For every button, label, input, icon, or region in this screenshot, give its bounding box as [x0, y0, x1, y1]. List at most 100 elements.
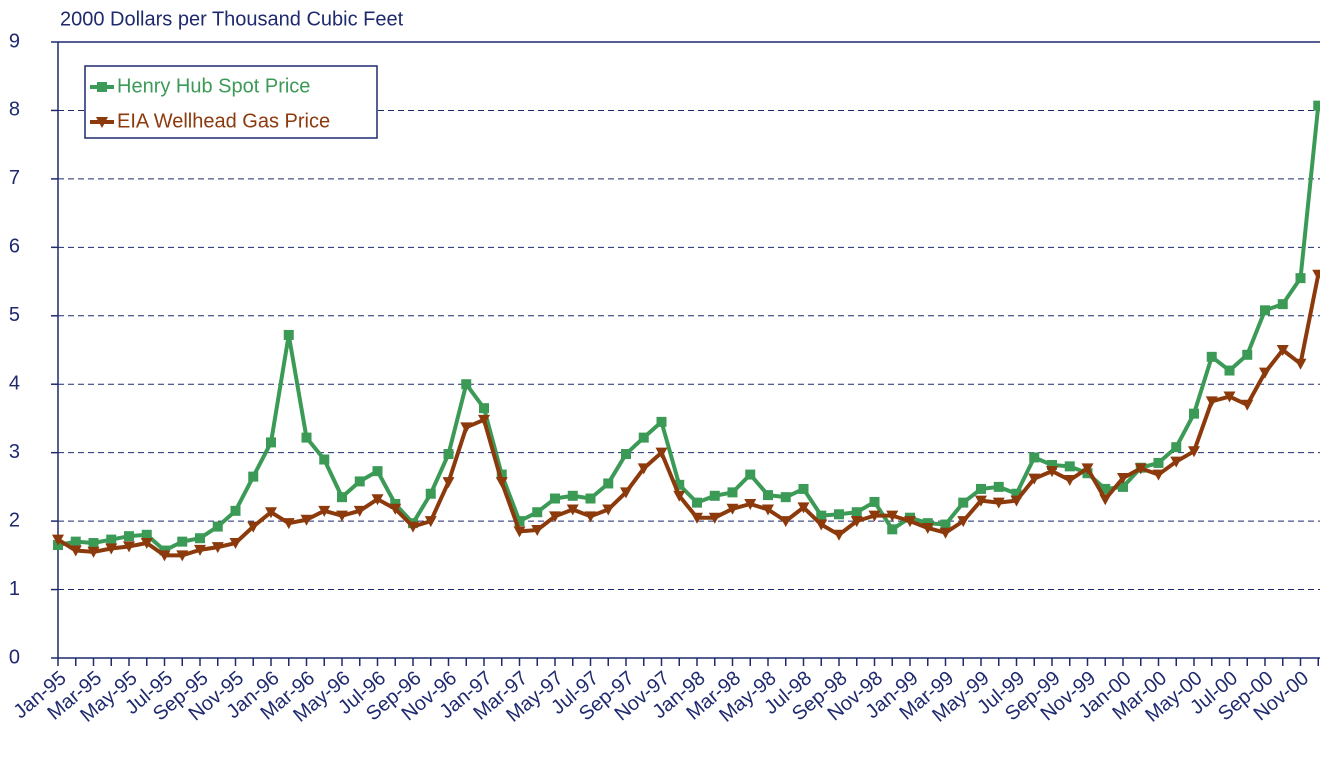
data-point — [496, 469, 507, 480]
data-point — [1046, 466, 1058, 478]
data-point — [319, 454, 330, 465]
data-point — [1099, 494, 1112, 506]
data-point — [443, 449, 454, 460]
y-tick-label: 9 — [9, 30, 20, 52]
legend-marker — [96, 117, 108, 128]
data-point — [140, 538, 153, 550]
data-point — [265, 507, 277, 519]
data-point — [495, 477, 508, 489]
data-point — [584, 511, 597, 523]
y-tick-label: 7 — [9, 167, 20, 189]
data-point — [1206, 351, 1217, 362]
data-point — [1313, 100, 1320, 111]
data-point — [1171, 442, 1182, 453]
chart-title: 2000 Dollars per Thousand Cubic Feet — [60, 8, 404, 30]
data-point — [141, 529, 152, 540]
data-point — [550, 493, 560, 504]
data-point — [479, 403, 489, 414]
data-point — [1188, 446, 1200, 458]
data-point — [1153, 457, 1164, 468]
data-point — [1170, 456, 1183, 468]
data-point — [727, 487, 738, 498]
data-point — [1117, 472, 1129, 484]
data-point — [976, 483, 986, 494]
data-point — [939, 527, 952, 539]
data-point — [212, 521, 223, 532]
data-point — [354, 476, 365, 487]
data-point — [692, 497, 702, 508]
data-point — [176, 550, 189, 562]
data-point — [425, 488, 436, 499]
data-point — [655, 447, 668, 459]
data-point — [993, 481, 1004, 492]
data-point — [1260, 305, 1270, 316]
legend-box — [84, 65, 378, 139]
data-point — [958, 497, 969, 508]
data-point — [105, 543, 118, 555]
data-point — [70, 536, 81, 547]
data-point — [106, 534, 117, 545]
data-point — [318, 505, 331, 517]
data-point — [301, 432, 312, 443]
data-point — [904, 516, 916, 528]
data-point — [621, 449, 631, 460]
legend-label: Henry Hub Spot Price — [117, 75, 310, 97]
data-point — [514, 516, 525, 527]
data-point — [975, 495, 987, 507]
data-point — [1081, 463, 1094, 475]
legend-marker — [97, 82, 107, 92]
data-point — [532, 507, 543, 518]
data-point — [1223, 391, 1236, 403]
data-point — [1063, 475, 1076, 487]
data-point — [1276, 345, 1289, 356]
data-point — [1011, 488, 1022, 499]
data-point — [1259, 367, 1271, 379]
data-point — [691, 512, 703, 524]
data-point — [52, 534, 64, 546]
y-tick-label: 4 — [9, 373, 20, 395]
data-point — [1152, 469, 1165, 481]
data-point — [300, 514, 313, 526]
data-point — [567, 490, 578, 501]
legend-label: EIA Wellhead Gas Price — [117, 110, 330, 132]
data-point — [798, 483, 809, 494]
data-point — [921, 522, 934, 534]
data-point — [638, 432, 649, 443]
data-point — [211, 542, 224, 554]
data-point — [1205, 396, 1218, 408]
y-tick-label: 0 — [9, 646, 20, 668]
data-point — [123, 541, 135, 553]
data-point — [602, 504, 615, 516]
data-point — [850, 516, 863, 528]
y-tick-label: 6 — [9, 236, 20, 258]
data-point — [603, 478, 614, 489]
data-point — [230, 505, 241, 516]
data-point — [424, 516, 437, 528]
data-point — [460, 422, 473, 434]
data-point — [158, 550, 171, 562]
data-point — [886, 510, 899, 522]
data-point — [1064, 461, 1075, 472]
data-point — [247, 521, 260, 533]
data-point — [1028, 473, 1041, 485]
data-point — [1312, 269, 1320, 281]
data-point — [1010, 495, 1023, 507]
y-tick-label: 8 — [9, 99, 20, 121]
y-tick-label: 3 — [9, 441, 20, 463]
data-point — [673, 490, 686, 502]
data-point — [940, 519, 951, 530]
data-point — [957, 516, 970, 528]
data-point — [637, 463, 650, 475]
y-tick-label: 1 — [9, 578, 20, 600]
data-point — [745, 469, 756, 480]
data-point — [337, 492, 347, 503]
data-point — [762, 504, 774, 516]
data-point — [1277, 299, 1288, 310]
data-point — [194, 544, 206, 556]
data-point — [869, 496, 880, 507]
data-point — [585, 493, 596, 504]
data-point — [461, 379, 472, 390]
data-point — [371, 494, 384, 506]
data-point — [1295, 273, 1306, 284]
